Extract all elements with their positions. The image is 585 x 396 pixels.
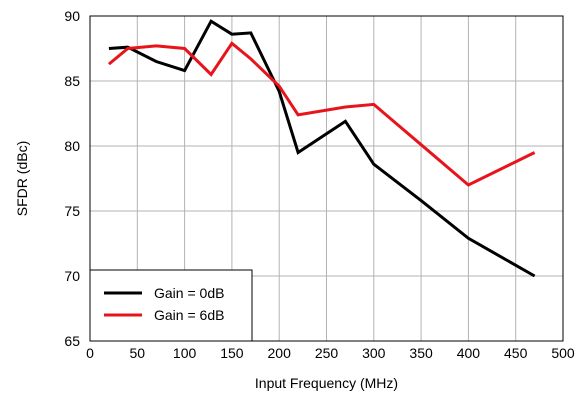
x-tick-label: 450 bbox=[504, 345, 528, 361]
y-tick-label: 65 bbox=[64, 333, 80, 349]
x-tick-label: 350 bbox=[409, 345, 433, 361]
y-tick-labels: 65 70 75 80 85 90 bbox=[64, 8, 80, 349]
y-tick-label: 80 bbox=[64, 138, 80, 154]
x-tick-label: 50 bbox=[130, 345, 146, 361]
legend-label-2: Gain = 6dB bbox=[154, 307, 224, 323]
x-tick-label: 200 bbox=[268, 345, 292, 361]
x-axis-label: Input Frequency (MHz) bbox=[255, 375, 398, 391]
y-axis-label: SFDR (dBc) bbox=[14, 141, 30, 216]
x-tick-label: 0 bbox=[86, 345, 94, 361]
x-tick-label: 300 bbox=[362, 345, 386, 361]
y-tick-label: 90 bbox=[64, 8, 80, 24]
x-tick-label: 400 bbox=[457, 345, 481, 361]
series-line-1 bbox=[108, 19, 536, 278]
x-tick-label: 150 bbox=[220, 345, 244, 361]
x-tick-label: 100 bbox=[173, 345, 197, 361]
legend: Gain = 0dB Gain = 6dB bbox=[89, 269, 253, 342]
series-lines bbox=[107, 19, 536, 278]
y-tick-label: 70 bbox=[64, 268, 80, 284]
y-tick-label: 75 bbox=[64, 203, 80, 219]
y-tick-label: 85 bbox=[64, 73, 80, 89]
plot-frame bbox=[89, 15, 564, 342]
x-tick-label: 250 bbox=[315, 345, 339, 361]
series-line-2 bbox=[107, 41, 536, 187]
legend-box bbox=[89, 269, 253, 342]
x-tick-label: 500 bbox=[551, 345, 575, 361]
x-tick-labels: 0 50 100 150 200 250 300 350 400 450 500 bbox=[86, 345, 575, 361]
legend-label-1: Gain = 0dB bbox=[154, 285, 224, 301]
